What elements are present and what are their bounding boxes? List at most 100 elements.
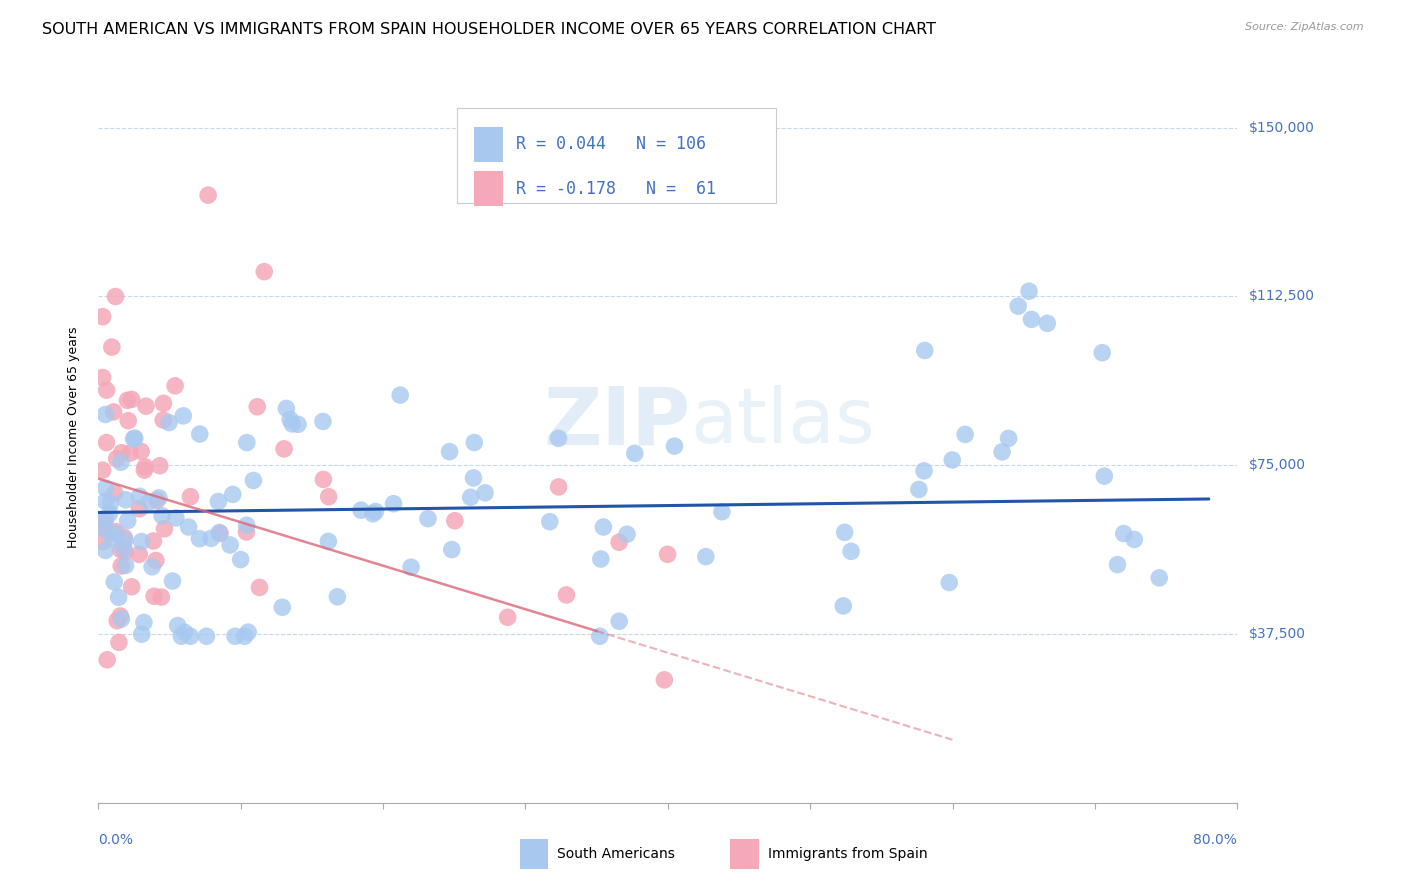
Point	[364, 504, 387, 518]
Point	[117, 514, 139, 528]
Point	[399, 560, 422, 574]
Text: $150,000: $150,000	[1249, 120, 1315, 135]
Point	[246, 400, 269, 414]
Point	[440, 542, 463, 557]
Point	[122, 432, 145, 446]
Point	[607, 535, 630, 549]
Point	[132, 615, 155, 630]
Text: R = -0.178   N =  61: R = -0.178 N = 61	[516, 180, 717, 198]
Point	[124, 431, 146, 445]
Point	[96, 383, 118, 397]
Point	[94, 523, 117, 537]
Point	[209, 526, 232, 541]
Point	[278, 412, 301, 426]
Point	[157, 416, 180, 430]
Point	[1021, 312, 1043, 326]
Text: 80.0%: 80.0%	[1194, 833, 1237, 847]
Point	[1112, 526, 1135, 541]
Point	[253, 265, 276, 279]
Point	[120, 446, 142, 460]
Point	[112, 531, 135, 545]
Point	[150, 590, 173, 604]
Point	[93, 515, 115, 529]
Point	[100, 496, 122, 510]
Point	[312, 472, 335, 486]
Point	[105, 614, 128, 628]
Point	[146, 493, 169, 508]
Point	[114, 558, 136, 573]
Point	[474, 485, 496, 500]
Point	[350, 503, 373, 517]
Point	[242, 474, 264, 488]
Point	[173, 625, 195, 640]
Point	[382, 497, 405, 511]
Point	[149, 458, 172, 473]
Point	[91, 519, 114, 533]
Point	[170, 629, 193, 643]
FancyBboxPatch shape	[731, 839, 759, 869]
Point	[91, 534, 114, 549]
FancyBboxPatch shape	[457, 108, 776, 203]
Point	[1092, 469, 1115, 483]
Point	[938, 575, 960, 590]
Point	[148, 491, 170, 505]
Point	[94, 408, 117, 422]
Point	[96, 435, 118, 450]
Point	[953, 427, 976, 442]
Point	[1107, 558, 1129, 572]
Point	[197, 188, 219, 202]
Point	[832, 599, 855, 613]
Point	[224, 629, 246, 643]
Point	[110, 609, 132, 624]
Point	[145, 553, 167, 567]
Point	[111, 446, 134, 460]
Point	[162, 574, 184, 588]
Point	[153, 522, 176, 536]
Point	[538, 515, 561, 529]
Point	[108, 635, 131, 649]
Point	[219, 538, 242, 552]
Point	[273, 442, 295, 456]
FancyBboxPatch shape	[474, 127, 503, 161]
Point	[941, 453, 963, 467]
Point	[287, 417, 309, 432]
Point	[114, 545, 136, 559]
Text: South Americans: South Americans	[557, 847, 675, 861]
Text: ZIP: ZIP	[543, 384, 690, 461]
Point	[131, 534, 153, 549]
Point	[361, 507, 384, 521]
Point	[695, 549, 717, 564]
Point	[463, 471, 485, 485]
Point	[997, 431, 1019, 445]
Point	[416, 511, 439, 525]
Point	[839, 544, 862, 558]
FancyBboxPatch shape	[520, 839, 548, 869]
Point	[104, 289, 127, 303]
Point	[439, 444, 461, 458]
Point	[114, 533, 136, 548]
Point	[460, 490, 482, 504]
Y-axis label: Householder Income Over 65 years: Householder Income Over 65 years	[67, 326, 80, 548]
Point	[152, 396, 174, 410]
Point	[101, 340, 124, 354]
Point	[128, 489, 150, 503]
Point	[103, 405, 125, 419]
Point	[463, 435, 485, 450]
Point	[236, 625, 259, 640]
Point	[235, 518, 257, 533]
Text: R = 0.044   N = 106: R = 0.044 N = 106	[516, 135, 706, 153]
Point	[142, 534, 165, 549]
Text: $37,500: $37,500	[1249, 627, 1305, 641]
Point	[657, 547, 679, 561]
Point	[271, 600, 294, 615]
Point	[121, 392, 143, 407]
Point	[114, 492, 136, 507]
Point	[592, 520, 614, 534]
Point	[236, 435, 259, 450]
Point	[547, 480, 569, 494]
Point	[107, 591, 129, 605]
Point	[312, 414, 335, 428]
Point	[91, 370, 114, 384]
Point	[104, 526, 127, 541]
Point	[1018, 284, 1040, 298]
